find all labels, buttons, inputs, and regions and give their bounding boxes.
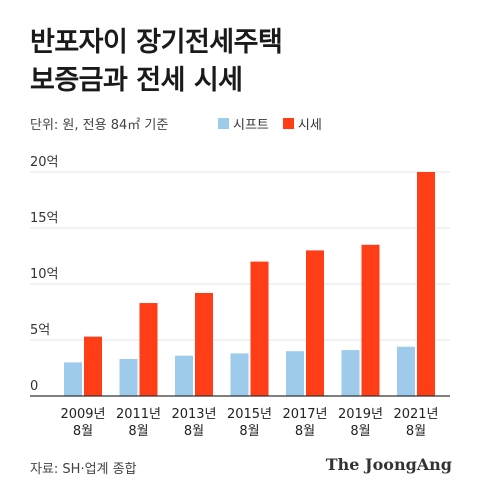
bar-shift bbox=[286, 351, 304, 396]
source-note: 자료: SH·업계 종합 bbox=[30, 462, 137, 477]
x-tick-label: 8월 bbox=[406, 424, 426, 439]
bar-market bbox=[417, 172, 435, 396]
bar-shift bbox=[397, 346, 415, 396]
bar-shift bbox=[230, 353, 249, 396]
bar-shift bbox=[119, 359, 138, 396]
y-tick-label: 5억 bbox=[30, 323, 50, 338]
x-tick-label: 8월 bbox=[350, 424, 370, 439]
x-tick-label: 2015년 bbox=[227, 407, 272, 422]
bar-market bbox=[139, 303, 158, 396]
chart-title: 반포자이 장기전세주택 보증금과 전세 시세 bbox=[30, 24, 283, 100]
x-tick-label: 8월 bbox=[184, 424, 204, 439]
bar-market bbox=[361, 244, 380, 396]
x-tick-label: 2011년 bbox=[116, 407, 161, 422]
legend-swatch-market bbox=[282, 118, 294, 129]
y-tick-label: 20억 bbox=[30, 155, 59, 170]
title-line-2: 보증금과 전세 시세 bbox=[30, 65, 243, 96]
bar-market bbox=[84, 336, 102, 396]
bar-shift bbox=[64, 362, 82, 396]
x-tick-label: 2017년 bbox=[282, 407, 327, 422]
x-tick-label: 2019년 bbox=[338, 407, 383, 422]
bar-market bbox=[195, 292, 213, 396]
unit-note: 단위: 원, 전용 84㎡ 기준 bbox=[30, 118, 169, 133]
title-line-1: 반포자이 장기전세주택 bbox=[30, 27, 283, 58]
x-tick-label: 2009년 bbox=[60, 407, 105, 422]
x-tick-label: 8월 bbox=[73, 424, 93, 439]
bar-market bbox=[250, 261, 269, 396]
x-tick-label: 2021년 bbox=[393, 407, 438, 422]
y-tick-label: 0 bbox=[30, 379, 38, 394]
legend: 시프트 시세 bbox=[218, 114, 322, 133]
x-tick-label: 8월 bbox=[239, 424, 259, 439]
publisher-logo: The JoongAng bbox=[325, 455, 452, 474]
bar-shift bbox=[175, 355, 193, 396]
bar-market bbox=[306, 250, 324, 396]
bar-shift bbox=[341, 350, 360, 396]
x-tick-label: 8월 bbox=[128, 424, 148, 439]
y-tick-label: 15억 bbox=[30, 211, 59, 226]
legend-item-market: 시세 bbox=[282, 114, 322, 133]
legend-item-shift: 시프트 bbox=[218, 114, 269, 133]
legend-label-market: 시세 bbox=[297, 118, 322, 133]
x-tick-label: 2013년 bbox=[171, 407, 216, 422]
legend-swatch-shift bbox=[218, 118, 229, 129]
y-tick-label: 10억 bbox=[30, 267, 59, 282]
legend-label-shift: 시프트 bbox=[233, 118, 269, 133]
x-tick-label: 8월 bbox=[295, 424, 315, 439]
